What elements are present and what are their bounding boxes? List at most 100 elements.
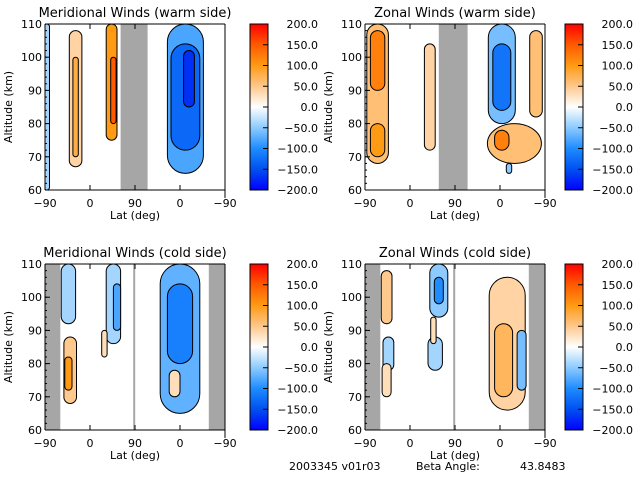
contour-region	[494, 323, 514, 398]
colorbar-tick-label: 0.0	[301, 341, 319, 354]
panel-2: Meridional Winds (cold side) 60 70 80 90 100 1…	[2, 246, 318, 462]
colorbar-tick-label: 200.0	[602, 258, 634, 271]
colorbar-tick-label: 50.0	[609, 320, 634, 333]
contour-region	[72, 56, 79, 158]
y-tick-label: 70	[348, 151, 362, 164]
y-tick-label: 110	[341, 18, 362, 31]
colorbar-tick-label: −200.0	[592, 184, 633, 197]
contour-region	[183, 50, 195, 108]
contour-field	[365, 264, 545, 430]
colorbar-tick-label: −50.0	[284, 362, 318, 375]
panel-title: Zonal Winds (cold side)	[379, 246, 531, 261]
x-axis-label: Lat (deg)	[110, 209, 160, 222]
colorbar-tick-label: 150.0	[602, 39, 634, 52]
colorbar-tick-label: 100.0	[602, 60, 634, 73]
panel-1: Zonal Winds (warm side) 60 70 80 90 100 110 −90…	[322, 6, 633, 222]
colorbar-tick-label: 50.0	[294, 80, 319, 93]
colorbar-tick-label: 50.0	[294, 320, 319, 333]
colorbar-tick-label: −100.0	[277, 143, 318, 156]
contour-field	[45, 264, 225, 430]
y-tick-label: 90	[28, 324, 42, 337]
contour-region	[60, 264, 77, 325]
colorbar-tick-label: −200.0	[592, 424, 633, 437]
masked-region	[528, 264, 545, 430]
panel-title: Meridional Winds (cold side)	[43, 246, 226, 261]
x-tick-label: 0	[407, 197, 414, 210]
colorbar-tick-label: 200.0	[287, 258, 319, 271]
y-tick-label: 110	[341, 258, 362, 271]
colorbar-tick-label: −150.0	[592, 403, 633, 416]
y-axis-label: Altitude (km)	[2, 311, 15, 383]
y-tick-label: 80	[28, 118, 42, 131]
x-tick-label: −90	[213, 437, 236, 450]
contour-region	[380, 270, 393, 325]
masked-region	[133, 264, 136, 430]
contour-region	[64, 356, 73, 391]
y-axis-label: Altitude (km)	[2, 71, 15, 143]
colorbar-tick-label: −50.0	[599, 362, 633, 375]
colorbar-tick-label: −100.0	[592, 143, 633, 156]
colorbar-tick-label: 150.0	[602, 279, 634, 292]
colorbar-tick-label: −150.0	[277, 403, 318, 416]
y-tick-label: 60	[348, 184, 362, 197]
colorbar-tick-label: −100.0	[277, 383, 318, 396]
contour-region	[423, 43, 436, 151]
colorbar-tick-label: 100.0	[287, 300, 319, 313]
y-tick-label: 100	[341, 51, 362, 64]
colorbar-tick-label: 0.0	[616, 101, 634, 114]
x-tick-label: 90	[128, 197, 142, 210]
y-tick-label: 70	[28, 151, 42, 164]
x-tick-label: 90	[448, 437, 462, 450]
x-tick-label: 0	[87, 197, 94, 210]
masked-region	[208, 264, 225, 430]
x-tick-label: 0	[177, 197, 184, 210]
colorbar-tick-label: 150.0	[287, 279, 319, 292]
x-axis-label: Lat (deg)	[430, 209, 480, 222]
contour-region	[494, 129, 510, 151]
x-tick-label: −90	[213, 197, 236, 210]
colorbar-tick-label: 150.0	[287, 39, 319, 52]
y-tick-label: 70	[28, 391, 42, 404]
colorbar-tick-label: 100.0	[287, 60, 319, 73]
y-tick-label: 110	[21, 18, 42, 31]
contour-region	[168, 369, 181, 398]
y-tick-label: 80	[348, 118, 362, 131]
x-tick-label: 0	[87, 437, 94, 450]
colorbar-tick-label: 50.0	[609, 80, 634, 93]
contour-region	[529, 30, 543, 118]
x-tick-label: 0	[497, 197, 504, 210]
y-tick-label: 100	[21, 51, 42, 64]
colorbar-tick-label: −100.0	[592, 383, 633, 396]
x-tick-label: 90	[128, 437, 142, 450]
contour-region	[45, 24, 50, 190]
masked-region	[45, 264, 61, 430]
contour-region	[110, 56, 117, 125]
colorbar-tick-label: −200.0	[277, 424, 318, 437]
contour-region	[381, 363, 392, 398]
contour-region	[112, 283, 122, 331]
panel-title: Zonal Winds (warm side)	[374, 6, 536, 21]
y-tick-label: 90	[28, 84, 42, 97]
colorbar-tick-label: −150.0	[277, 163, 318, 176]
x-tick-label: 90	[448, 197, 462, 210]
colorbar-tick-label: 200.0	[287, 18, 319, 31]
panel-3: Zonal Winds (cold side) 60 70 80 90 100 110 −90…	[322, 246, 633, 462]
contour-region	[516, 329, 527, 391]
x-tick-label: −90	[353, 437, 376, 450]
x-tick-label: −90	[33, 437, 56, 450]
x-tick-label: −90	[533, 437, 556, 450]
x-tick-label: 0	[497, 437, 504, 450]
x-axis-label: Lat (deg)	[110, 449, 160, 462]
y-tick-label: 90	[348, 84, 362, 97]
colorbar-tick-label: −50.0	[284, 122, 318, 135]
contour-region	[430, 316, 437, 345]
contour-region	[101, 329, 108, 358]
colorbar-tick-label: 200.0	[602, 18, 634, 31]
colorbar-tick-label: 0.0	[616, 341, 634, 354]
masked-region	[365, 264, 381, 430]
colorbar-tick-label: 100.0	[602, 300, 634, 313]
x-tick-label: −90	[533, 197, 556, 210]
y-tick-label: 60	[348, 424, 362, 437]
contour-region	[369, 30, 386, 91]
